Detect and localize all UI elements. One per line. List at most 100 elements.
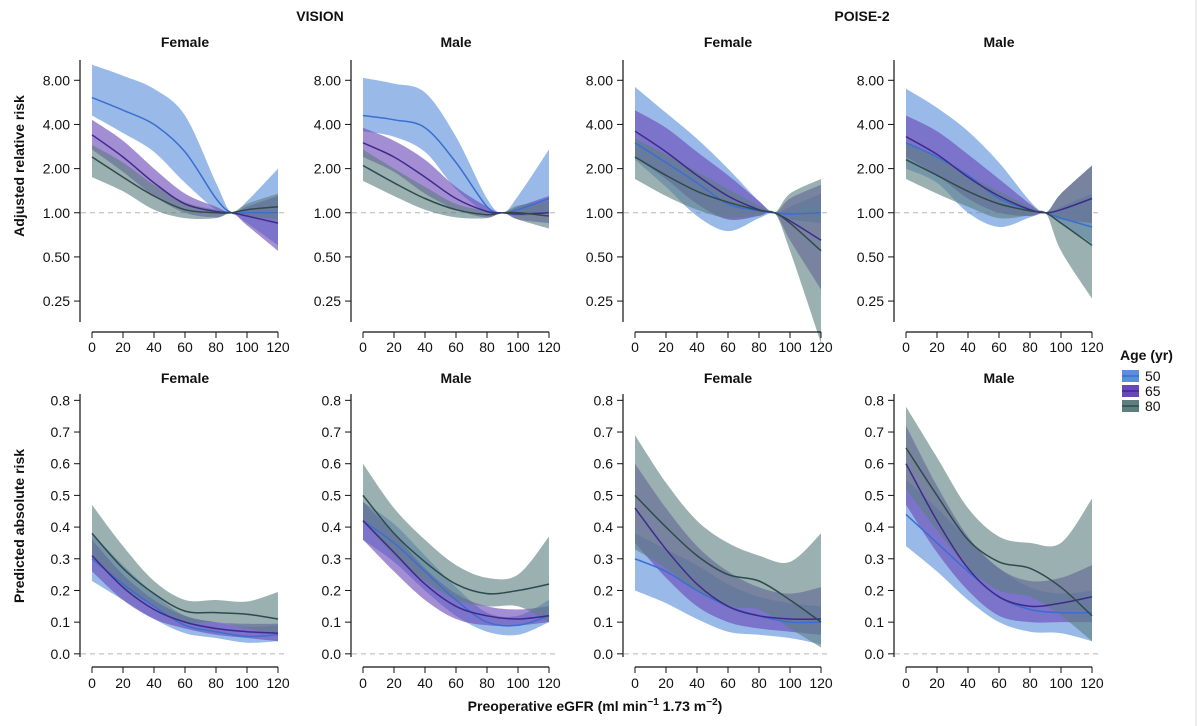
y-tick-label: 8.00 [314,72,341,88]
x-tick-label: 0 [902,675,910,691]
series-line-age-50 [362,114,550,214]
series-line-age-80 [91,532,279,620]
series-line-age-65 [362,142,550,215]
x-tick-label: 20 [386,339,402,355]
panel-r1-c0: Female 0.8 0.7 0.6 0.5 0.4 0.3 0.2 0.1 0.0 0 20 40 60… [51,370,290,691]
x-tick-label: 100 [778,675,802,691]
y-tick-label: 0.6 [322,456,342,472]
x-tick-label: 120 [809,339,833,355]
x-tick-label: 0 [88,339,96,355]
y-tick-label: 0.4 [322,519,342,535]
group-title-vision: VISION [296,8,343,24]
ci-band-age-50 [906,88,1092,244]
y-tick-label: 0.6 [865,456,885,472]
y-tick-label: 4.00 [314,116,341,132]
panel-r1-c2: Female 0.8 0.7 0.6 0.5 0.4 0.3 0.2 0.1 0.0 0 20 40 60… [594,370,833,691]
series-line-age-50 [634,142,822,215]
series-line-age-80 [362,494,550,595]
y-axis-label: Predicted absolute risk [11,449,27,603]
ci-band-age-65 [906,115,1092,224]
x-tick-label: 60 [991,675,1007,691]
y-tick-label: 0.8 [594,392,614,408]
y-tick-label: 0.50 [43,249,70,265]
panel-r1-c3: Male 0.8 0.7 0.6 0.5 0.4 0.3 0.2 0.1 0.0 0 20 40 60 80… [865,370,1104,691]
x-tick-label: 40 [146,675,162,691]
x-tick-label: 80 [208,339,224,355]
y-tick-label: 8.00 [43,72,70,88]
ci-band-age-80 [363,149,549,229]
ci-band-age-80 [906,406,1092,642]
y-tick-label: 1.00 [586,205,613,221]
x-tick-label: 100 [235,675,259,691]
series-line-age-65 [91,134,279,224]
y-tick-label: 0.5 [865,487,885,503]
series-line-age-65 [905,463,1093,608]
series-line-age-80 [905,159,1093,246]
y-tick-label: 0.3 [865,551,885,567]
y-tick-label: 2.00 [586,161,613,177]
x-tick-label: 20 [929,675,945,691]
panel-title: Male [983,34,1014,50]
legend-label-65: 65 [1145,383,1161,399]
series-line-age-65 [905,136,1093,214]
series-line-age-65 [362,520,550,620]
y-tick-label: 4.00 [586,116,613,132]
y-tick-label: 0.1 [865,614,885,630]
x-tick-label: 120 [537,675,561,691]
series-line-age-80 [905,447,1093,617]
x-tick-label: 40 [960,339,976,355]
x-tick-label: 120 [809,675,833,691]
series-line-age-80 [634,494,822,623]
ci-band-age-50 [92,64,278,246]
panel-r0-c0: Female 8.00 4.00 2.00 1.00 0.50 0.25 0 20 40 60 80 1… [43,34,290,355]
x-tick-label: 80 [751,339,767,355]
y-tick-label: 0.0 [865,646,885,662]
x-tick-label: 0 [359,675,367,691]
ci-band-age-80 [635,435,821,648]
y-tick-label: 0.7 [594,424,614,440]
group-title-poise2: POISE-2 [834,8,889,24]
legend-title: Age (yr) [1120,347,1173,363]
ci-band-age-65 [92,119,278,251]
x-tick-label: 120 [266,339,290,355]
y-tick-label: 0.25 [314,293,341,309]
y-tick-label: 4.00 [43,116,70,132]
y-tick-label: 0.1 [322,614,342,630]
y-tick-label: 4.00 [857,116,884,132]
panel-r0-c3: Male 8.00 4.00 2.00 1.00 0.50 0.25 0 20 40 60 80 100… [857,34,1104,355]
panel-title: Female [704,370,752,386]
panels: Adjusted relative risk Female 8.00 4.00 2.00… [11,34,1104,691]
y-tick-label: 0.7 [322,424,342,440]
y-tick-label: 0.4 [594,519,614,535]
legend-label-50: 50 [1145,368,1161,384]
series-line-age-80 [91,156,279,214]
x-tick-label: 80 [479,339,495,355]
ci-band-age-50 [363,77,549,217]
panel-title: Male [440,34,471,50]
y-tick-label: 2.00 [43,161,70,177]
series-line-age-65 [91,555,279,634]
x-tick-label: 120 [1080,675,1104,691]
x-tick-label: 80 [1022,339,1038,355]
panel-r0-c2: Female 8.00 4.00 2.00 1.00 0.50 0.25 0 20 40 60 80 1… [586,34,833,355]
ci-band-age-80 [92,504,278,635]
y-tick-label: 0.5 [51,487,71,503]
x-tick-label: 0 [359,339,367,355]
y-tick-label: 0.4 [865,519,885,535]
x-tick-label: 80 [208,675,224,691]
y-tick-label: 0.50 [314,249,341,265]
y-tick-label: 0.1 [51,614,71,630]
y-tick-label: 0.5 [594,487,614,503]
x-tick-label: 120 [537,339,561,355]
x-tick-label: 0 [902,339,910,355]
panel-title: Male [440,370,471,386]
series-line-age-50 [905,142,1093,228]
y-tick-label: 0.8 [51,392,71,408]
x-tick-label: 100 [506,675,530,691]
x-tick-label: 40 [689,675,705,691]
y-tick-label: 0.6 [594,456,614,472]
series-line-age-80 [362,164,550,217]
x-tick-label: 80 [479,675,495,691]
x-tick-label: 20 [658,675,674,691]
ci-band-age-80 [635,138,821,343]
